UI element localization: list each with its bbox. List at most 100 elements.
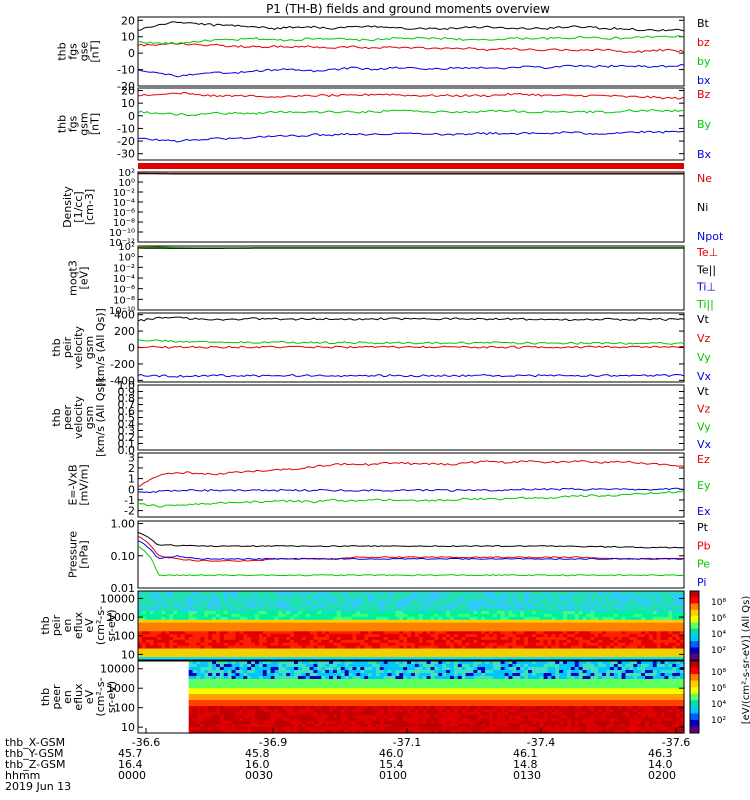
heatmap-cell (375, 639, 381, 644)
heatmap-cell (227, 667, 233, 671)
heatmap-cell (563, 631, 568, 635)
heatmap-cell (278, 651, 283, 655)
heatmap-cell (270, 642, 276, 647)
heatmap-cell (504, 608, 510, 612)
heatmap-cell (586, 596, 591, 601)
heatmap-cell (239, 614, 244, 618)
heatmap-cell (680, 648, 685, 652)
heatmap-cell (633, 602, 638, 606)
heatmap-cell (243, 637, 248, 641)
heatmap-cell (227, 727, 233, 731)
heatmap-cell (578, 625, 584, 629)
heatmap-cell (223, 645, 229, 650)
heatmap-cell (508, 593, 513, 598)
heatmap-cell (559, 631, 564, 635)
heatmap-cell (344, 654, 350, 658)
heatmap-cell (680, 645, 685, 650)
heatmap-cell (138, 642, 143, 647)
heatmap-cell (309, 599, 315, 604)
heatmap-cell (465, 628, 471, 632)
heatmap-cell (149, 694, 155, 698)
heatmap-cell (165, 664, 170, 668)
heatmap-cell (255, 637, 260, 641)
heatmap-cell (426, 648, 432, 652)
heatmap-cell (344, 591, 350, 595)
heatmap-cell (547, 634, 552, 638)
heatmap-cell (348, 614, 354, 618)
heatmap-cell (625, 628, 630, 632)
heatmap-cell (469, 616, 474, 621)
heatmap-cell (227, 634, 233, 638)
heatmap-cell (196, 712, 201, 716)
heatmap-cell (543, 625, 549, 629)
heatmap-cell (485, 625, 490, 629)
heatmap-cell (153, 611, 159, 615)
heatmap-cell (629, 593, 634, 598)
heatmap-cell (204, 645, 209, 650)
heatmap-cell (469, 651, 474, 655)
heatmap-cell (531, 625, 537, 629)
heatmap-cell (438, 622, 443, 627)
heatmap-cell (317, 639, 322, 644)
heatmap-cell (512, 645, 517, 650)
heatmap-cell (243, 657, 248, 661)
heatmap-cell (243, 718, 248, 722)
heatmap-cell (192, 657, 198, 661)
heatmap-cell (286, 691, 291, 695)
heatmap-cell (379, 622, 385, 627)
heatmap-cell (200, 661, 205, 665)
heatmap-cell (664, 634, 669, 638)
heatmap-cell (247, 654, 252, 658)
heatmap-cell (485, 634, 490, 638)
heatmap-cell (290, 654, 295, 658)
heatmap-cell (329, 724, 334, 728)
heatmap-cell (208, 709, 213, 713)
heatmap-cell (309, 608, 315, 612)
heatmap-cell (629, 619, 634, 624)
heatmap-cell (633, 593, 638, 598)
heatmap-cell (165, 700, 170, 704)
heatmap-cell (188, 703, 194, 707)
heatmap-cell (227, 721, 233, 725)
heatmap-cell (606, 599, 611, 604)
heatmap-cell (149, 654, 155, 658)
heatmap-cell (399, 599, 404, 604)
heatmap-cell (305, 667, 311, 671)
heatmap-cell (590, 611, 595, 615)
heatmap-cell (676, 599, 681, 604)
heatmap-cell (157, 619, 162, 624)
heatmap-cell (387, 596, 393, 601)
heatmap-cell (286, 599, 291, 604)
heatmap-cell (227, 688, 233, 692)
heatmap-cell (446, 637, 451, 641)
heatmap-cell (442, 599, 447, 604)
heatmap-cell (219, 706, 225, 710)
heatmap-cell (340, 622, 346, 627)
y-axis-label-line: gse (78, 42, 91, 62)
heatmap-cell (407, 637, 412, 641)
heatmap-cell (504, 648, 510, 652)
heatmap-cell (574, 616, 580, 621)
heatmap-cell (239, 651, 244, 655)
heatmap-cell (372, 593, 377, 598)
heatmap-cell (660, 608, 666, 612)
heatmap-cell (161, 673, 166, 677)
heatmap-cell (641, 608, 646, 612)
heatmap-cell (188, 730, 194, 734)
heatmap-cell (504, 634, 510, 638)
heatmap-cell (617, 593, 623, 598)
heatmap-cell (177, 697, 182, 701)
heatmap-cell (477, 634, 482, 638)
heatmap-cell (438, 619, 443, 624)
heatmap-cell (145, 602, 151, 606)
heatmap-cell (336, 614, 342, 618)
heatmap-cell (629, 605, 634, 609)
series-line-Vt (137, 316, 685, 322)
heatmap-cell (325, 667, 330, 671)
heatmap-cell (177, 634, 182, 638)
heatmap-cell (274, 691, 279, 695)
heatmap-cell (329, 614, 334, 618)
heatmap-cell (336, 700, 342, 704)
heatmap-cell (364, 602, 369, 606)
heatmap-cell (496, 608, 502, 612)
